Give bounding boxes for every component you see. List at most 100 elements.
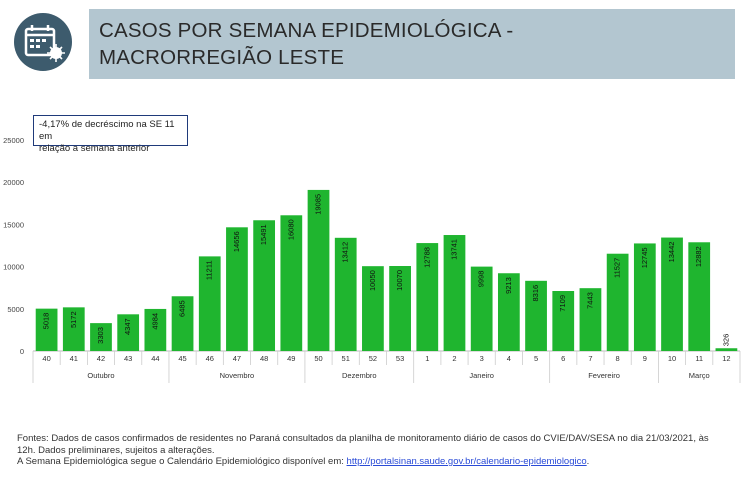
bar (633, 243, 656, 351)
x-tick-label: 40 (42, 354, 50, 363)
chart-annotation: -4,17% de decréscimo na SE 11 em relação… (33, 115, 188, 154)
bar (362, 266, 384, 351)
bar (389, 266, 411, 351)
footer-line3-prefix: A Semana Epidemiológica segue o Calendár… (17, 456, 347, 467)
bar-value-label: 11527 (613, 258, 622, 278)
bar-value-label: 14656 (232, 231, 241, 252)
bar-value-label: 8316 (531, 285, 540, 302)
x-tick-label: 43 (124, 354, 132, 363)
x-tick-label: 2 (452, 354, 456, 363)
x-tick-label: 52 (369, 354, 377, 363)
bar (117, 314, 140, 351)
x-tick-label: 42 (97, 354, 105, 363)
x-tick-label: 46 (206, 354, 214, 363)
calendar-link[interactable]: http://portalsinan.saude.gov.br/calendar… (346, 456, 587, 467)
bar (606, 253, 629, 351)
x-tick-label: 51 (342, 354, 350, 363)
bar (525, 280, 547, 351)
bar (715, 348, 738, 351)
month-group-label: Outubro (87, 371, 114, 380)
x-tick-label: 53 (396, 354, 404, 363)
bar-value-label: 10050 (368, 270, 377, 291)
bar (334, 237, 357, 351)
bar (144, 308, 167, 351)
y-tick-label: 15000 (3, 220, 24, 229)
bar-value-label: 5172 (69, 311, 78, 328)
month-group-label: Fevereiro (588, 371, 620, 380)
bar-value-label: 13412 (341, 242, 350, 263)
bar-value-label: 11211 (205, 260, 214, 280)
annotation-line2: relação a semana anterior (39, 143, 150, 154)
bar (497, 273, 520, 351)
bar-value-label: 4984 (150, 313, 159, 330)
x-tick-label: 50 (314, 354, 322, 363)
bar (62, 307, 85, 351)
bar (416, 243, 439, 351)
month-group-label: Dezembro (342, 371, 377, 380)
footer-line3-suffix: . (586, 456, 590, 467)
y-tick-label: 5000 (7, 305, 24, 314)
footer-line3: A Semana Epidemiológica segue o Calendár… (17, 456, 742, 468)
month-group-label: Novembro (220, 371, 255, 380)
y-tick-label: 25000 (3, 136, 24, 145)
bar (198, 256, 221, 351)
x-tick-label: 5 (534, 354, 538, 363)
bar-value-label: 15491 (259, 224, 268, 245)
bar-value-label: 16080 (286, 219, 295, 240)
x-tick-label: 11 (695, 354, 703, 363)
x-tick-label: 3 (480, 354, 484, 363)
bar-value-label: 326 (721, 334, 730, 347)
x-tick-label: 6 (561, 354, 565, 363)
bar (307, 189, 330, 351)
bar-value-label: 13442 (667, 242, 676, 263)
title-banner: CASOS POR SEMANA EPIDEMIOLÓGICA - MACROR… (89, 9, 735, 79)
bar-value-label: 19085 (314, 194, 323, 215)
month-group-label: Março (689, 371, 710, 380)
bar (35, 308, 58, 351)
x-tick-label: 47 (233, 354, 241, 363)
bar-value-label: 6485 (178, 300, 187, 317)
y-tick-label: 0 (20, 347, 24, 356)
bar (226, 227, 248, 351)
calendar-virus-icon (14, 13, 72, 71)
bar-value-label: 10070 (395, 270, 404, 291)
bar-value-label: 5018 (42, 313, 51, 330)
bar-value-label: 12882 (694, 246, 703, 267)
bar (470, 266, 493, 351)
footer-line1: Fontes: Dados de casos confirmados de re… (17, 433, 709, 444)
bar (579, 288, 602, 351)
bar (552, 291, 575, 351)
bar-value-label: 4347 (123, 318, 132, 335)
bar-value-label: 7109 (558, 295, 567, 312)
x-tick-label: 9 (643, 354, 647, 363)
bar-value-label: 12788 (422, 247, 431, 268)
bar (253, 220, 276, 351)
x-tick-label: 48 (260, 354, 268, 363)
x-tick-label: 45 (178, 354, 186, 363)
annotation-line1: -4,17% de decréscimo na SE 11 em (39, 119, 175, 142)
x-tick-label: 8 (616, 354, 620, 363)
x-tick-label: 7 (588, 354, 592, 363)
x-tick-label: 41 (70, 354, 78, 363)
bar-value-label: 3303 (96, 327, 105, 344)
x-tick-label: 49 (287, 354, 295, 363)
bar-value-label: 7443 (585, 292, 594, 309)
bar (688, 242, 711, 351)
x-tick-label: 10 (668, 354, 676, 363)
bar (171, 296, 194, 351)
page-title-line1: CASOS POR SEMANA EPIDEMIOLÓGICA - (99, 19, 514, 42)
x-tick-label: 4 (507, 354, 511, 363)
bar-value-label: 12745 (640, 247, 649, 268)
bar (443, 235, 466, 351)
bar-chart: 0500010000150002000025000501840517241330… (3, 136, 741, 383)
footer-notes: Fontes: Dados de casos confirmados de re… (17, 433, 742, 468)
bar (280, 215, 303, 351)
footer-line2: 12h. Dados preliminares, sujeitos a alte… (17, 444, 215, 456)
month-group-label: Janeiro (469, 371, 494, 380)
bar-value-label: 9213 (504, 277, 513, 294)
page-title-line2: MACRORREGIÃO LESTE (99, 46, 345, 69)
x-tick-label: 44 (151, 354, 159, 363)
y-tick-label: 10000 (3, 263, 24, 272)
bar (90, 323, 112, 351)
y-tick-label: 20000 (3, 178, 24, 187)
